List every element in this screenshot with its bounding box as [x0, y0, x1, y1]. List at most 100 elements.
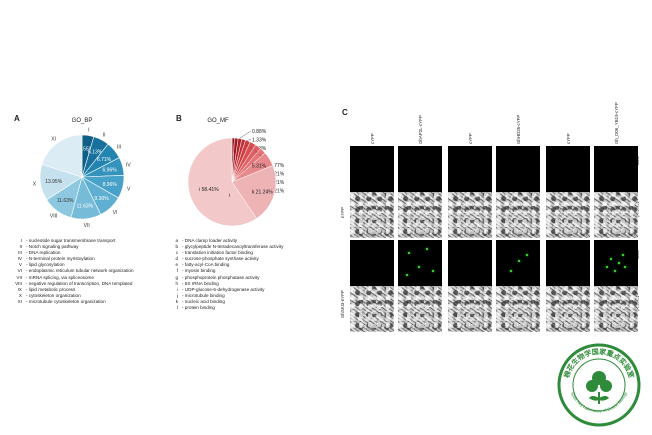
legend-item: I - nucleotide sugar transmembrane transp… — [10, 238, 134, 244]
gfp-image-cell — [398, 146, 442, 192]
legend-text: - negative regulation of transcription, … — [26, 280, 133, 286]
pie-key-i: i — [229, 193, 230, 199]
go-mf-pie-chart: 0.88%1.33%1.33%1.33%1.77%2.21%2.21%2.21%… — [187, 129, 285, 227]
legend-text: - sucrose-phosphate synthase activity — [182, 256, 259, 262]
legend-item: g - phosphoprotein phosphatase activity — [166, 275, 283, 281]
pie-value-label: 0.88% — [252, 129, 267, 135]
legend-item: d - sucrose-phosphate synthase activity — [166, 256, 283, 262]
legend-key: c — [175, 250, 178, 256]
pie-key-xi: XI — [51, 136, 56, 142]
column-label: Gh_D06_YB19-cYFP — [614, 102, 619, 144]
legend-text: - protein binding — [182, 305, 215, 311]
legend-key: XI — [17, 298, 22, 304]
panel-c-letter: C — [342, 108, 348, 117]
legend-text: - microtubule binding — [182, 292, 225, 298]
gfp-signal-dot — [526, 254, 528, 256]
gfp-image-cell — [496, 240, 540, 286]
gfp-signal-dot — [622, 254, 624, 256]
legend-text: - fatty-acyl-CoA binding — [182, 262, 230, 268]
legend-item: VII - mRNA splicing, via spliceosome — [10, 275, 134, 281]
column-label: cYFP — [370, 133, 375, 144]
legend-text: - lipid metabolic process — [26, 286, 76, 292]
pie-slice-k — [231, 165, 277, 219]
pie-key-iii: III — [117, 144, 121, 150]
merged-image-cell — [496, 286, 540, 332]
pie-key-i: I — [88, 127, 89, 133]
legend-key: V — [18, 262, 22, 268]
go-bp-pie-chart: I 4.55% II 6.13% III 6.71% IV 6.96% V 8.96% VI 9.30… — [33, 127, 132, 229]
legend-key: j — [176, 292, 178, 298]
legend-key: g — [175, 274, 178, 280]
panel-b-title: GO_MF — [207, 118, 229, 124]
legend-key: d — [175, 256, 178, 262]
gfp-signal-dot — [614, 270, 616, 272]
legend-text: - glycylpeptide N-tetradecanoyltransfera… — [182, 244, 284, 250]
legend-key: k — [175, 298, 178, 304]
legend-text: - nucleotide sugar transmembrane transpo… — [26, 238, 116, 243]
row-label: nYFP — [340, 207, 345, 218]
merged-image-cell — [350, 192, 394, 238]
column-label: cYFP — [468, 133, 473, 144]
column-label: cYFP — [566, 133, 571, 144]
legend-key: VII — [16, 274, 22, 280]
pie-value-label: 4.55% — [79, 147, 94, 153]
gfp-signal-dot — [406, 274, 408, 276]
pie-value-label: 2.21% — [270, 180, 285, 186]
legend-item: VI - endoplasmic reticulum tubular networ… — [10, 268, 134, 274]
merged-image-cell — [594, 286, 638, 332]
lab-stamp: 棉花生物学国家重点实验室 State Key Laboratory of Cot… — [557, 343, 641, 427]
legend-text: - phosphoprotein phosphatase activity — [182, 274, 260, 280]
legend-item: II - Notch signaling pathway — [10, 244, 134, 250]
legend-item: e - fatty-acyl-CoA binding — [166, 262, 283, 268]
pie-key-vi: VI — [113, 210, 118, 216]
legend-key: I — [20, 238, 22, 243]
legend-text: - DNA clamp loader activity — [182, 238, 238, 243]
legend-text: - endoplasmic reticulum tubular network … — [26, 268, 134, 274]
legend-item: h - 5S rRNA binding — [166, 281, 283, 287]
pie-value-label: 1.77% — [270, 163, 285, 169]
legend-key: e — [175, 262, 178, 268]
panel-b-letter: B — [176, 114, 182, 123]
gfp-image-cell — [398, 240, 442, 286]
merged-image-cell — [546, 286, 590, 332]
bifc-image-panel: cYFP GhAP2L-cYFP cYFP GhHD25-cYFP cYFP Gh_D06… — [340, 102, 640, 344]
legend-text: - lipid glycosylation — [26, 262, 65, 268]
cotton-boll-icon — [586, 371, 612, 404]
gfp-signal-dot — [618, 262, 620, 264]
legend-key: f — [176, 268, 178, 274]
legend-text: - Notch signaling pathway — [26, 244, 79, 250]
legend-item: c - translation initiation factor binding — [166, 250, 283, 256]
panel-a-title: GO_BP — [71, 118, 93, 124]
pie-value-label: k 21.24% — [252, 189, 273, 195]
legend-item: IX - lipid metabolic process — [10, 287, 134, 293]
legend-key: IX — [17, 286, 22, 292]
legend-item: IV - N-terminal protein myristoylation — [10, 256, 134, 262]
pie-slice-i — [187, 137, 257, 227]
legend-text: - myosin binding — [182, 268, 216, 274]
pie-value-label: 1.33% — [252, 138, 267, 144]
legend-item: i - UDP-glucose-6-dehydrogenase activity — [166, 287, 283, 293]
gfp-signal-dot — [624, 266, 626, 268]
legend-text: - microtubule cytoskeleton organization — [26, 298, 106, 304]
gfp-signal-dot — [426, 248, 428, 250]
legend-key: VI — [17, 268, 22, 274]
legend-key: VIII — [15, 280, 22, 286]
column-label: GhHD25-cYFP — [516, 114, 521, 144]
pie-value-label: 6.13% — [88, 150, 103, 156]
merged-image-cell — [398, 192, 442, 238]
pie-key-v: V — [127, 186, 131, 192]
gfp-signal-dot — [408, 252, 410, 254]
pie-value-label: 11.63% — [57, 198, 74, 204]
pie-key-vii: VII — [84, 223, 90, 229]
legend-key: a — [175, 238, 178, 243]
pie-value-label: 2.21% — [270, 172, 285, 178]
pie-value-label: i 58.41% — [199, 187, 219, 193]
legend-key: III — [18, 250, 22, 256]
gfp-image-cell — [448, 240, 492, 286]
legend-item: V - lipid glycosylation — [10, 262, 134, 268]
legend-item: l - protein binding — [166, 305, 283, 311]
gfp-signal-dot — [610, 258, 612, 260]
panel-a-letter: A — [14, 114, 20, 123]
pie-key-ii: II — [103, 132, 106, 138]
legend-key: X — [18, 292, 22, 298]
